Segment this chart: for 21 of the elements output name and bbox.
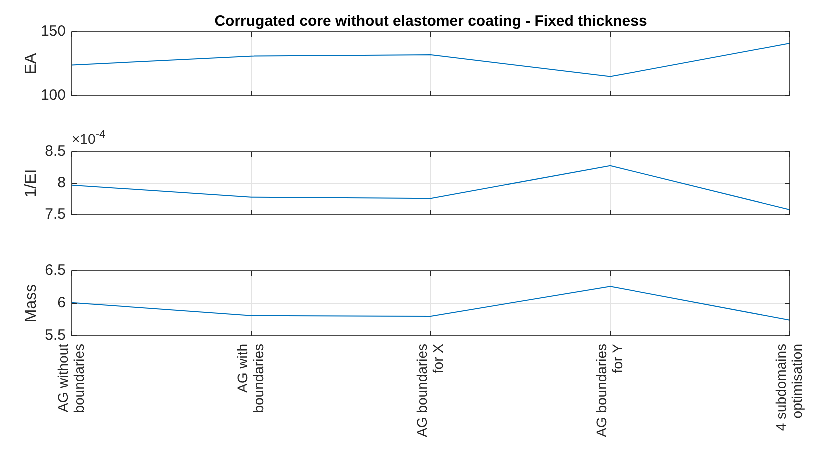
y-tick-label: 8.5	[45, 142, 66, 160]
chart-title: Corrugated core without elastomer coating - Fixed thickness	[214, 13, 648, 30]
y-tick-label: 7.5	[45, 206, 66, 223]
x-tick-label: 4 subdomains optimisation	[772, 344, 805, 432]
y-axis-title: EA	[23, 53, 40, 75]
y-tick-label: 8	[58, 174, 66, 192]
y-axis-title: Mass	[23, 284, 40, 323]
x-tick-label: AG boundaries for Y	[593, 343, 626, 438]
line-series	[72, 165, 790, 210]
x-tick-label: AG with boundaries	[234, 344, 266, 414]
y-tick-label: 100	[40, 86, 66, 104]
x-tick-label: AG without boundaries	[54, 344, 87, 414]
text: ×10$^{-4}$	[72, 129, 106, 147]
line-series	[72, 286, 790, 321]
y-tick-label: 150	[40, 22, 66, 40]
y-axis-title: 1/EI	[23, 169, 40, 198]
y-tick-label: 6.5	[45, 262, 66, 279]
x-tick-label: AG boundaries for X	[414, 343, 446, 438]
line-series	[72, 43, 790, 78]
y-tick-label: 5.5	[45, 326, 66, 344]
y-tick-label: 6	[58, 294, 66, 312]
